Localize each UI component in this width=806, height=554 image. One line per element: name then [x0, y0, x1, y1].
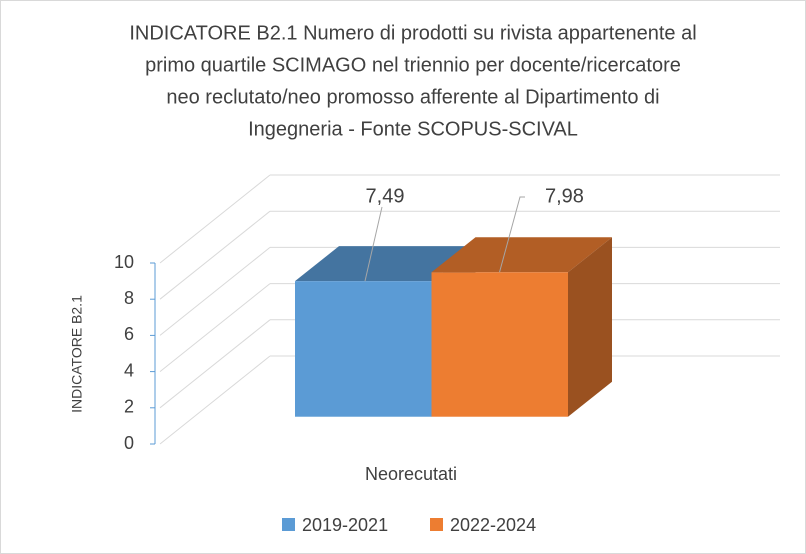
chart-title: primo quartile SCIMAGO nel triennio per … [145, 54, 681, 76]
value-label: 7,49 [366, 185, 405, 207]
bar-top [431, 237, 612, 273]
x-tick-label: Neorecutati [365, 464, 457, 484]
chart-title: INDICATORE B2.1 Numero di prodotti su ri… [129, 22, 696, 44]
grid-line [159, 283, 271, 372]
leader-line [364, 206, 383, 282]
legend-label: 2019-2021 [302, 515, 388, 535]
bar [431, 272, 568, 417]
chart-title: Ingegneria - Fonte SCOPUS-SCIVAL [248, 118, 578, 140]
legend-swatch [430, 518, 443, 531]
y-tick-label: 10 [114, 252, 134, 272]
chart-title: neo reclutato/neo promosso afferente al … [166, 86, 659, 108]
grid-line [159, 355, 271, 445]
y-tick-label: 0 [124, 433, 134, 453]
bar-top [295, 246, 476, 282]
y-tick-label: 6 [124, 324, 134, 344]
grid-line [159, 210, 271, 300]
y-tick-label: 8 [124, 288, 134, 308]
grid-line [159, 247, 271, 336]
legend-swatch [282, 518, 295, 531]
y-tick-label: 2 [124, 397, 134, 417]
leader-line [499, 196, 525, 273]
y-axis-title: INDICATORE B2.1 [69, 295, 85, 413]
grid-line [159, 174, 271, 264]
grid-line [159, 319, 271, 409]
bar-side [568, 237, 612, 417]
bar [295, 281, 432, 417]
y-tick-label: 4 [124, 360, 134, 380]
value-label: 7,98 [545, 185, 584, 207]
legend-label: 2022-2024 [450, 515, 536, 535]
